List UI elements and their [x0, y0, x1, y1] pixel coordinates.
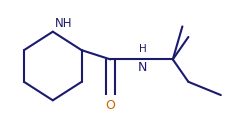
Text: N: N	[138, 61, 148, 74]
Text: NH: NH	[55, 17, 73, 30]
Text: O: O	[105, 99, 115, 112]
Text: H: H	[139, 44, 147, 54]
